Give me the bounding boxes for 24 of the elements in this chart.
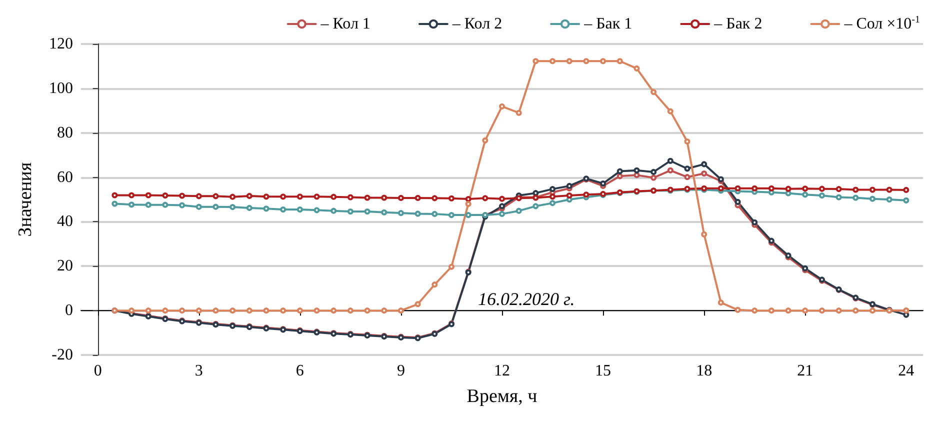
y-tick-label: 120 bbox=[49, 36, 73, 52]
legend-label: – Бак 1 bbox=[583, 16, 632, 32]
x-tick-label: 24 bbox=[898, 362, 914, 380]
legend-label: – Кол 1 bbox=[320, 16, 370, 32]
x-tick-label: 0 bbox=[94, 362, 102, 380]
x-tick-label: 21 bbox=[797, 362, 814, 380]
y-tick-label: 80 bbox=[57, 124, 73, 142]
x-tick-label: 15 bbox=[595, 362, 612, 380]
x-tick-label: 18 bbox=[696, 362, 712, 380]
y-tick-label: 100 bbox=[49, 80, 73, 97]
legend-label: – Бак 2 bbox=[713, 16, 762, 32]
y-tick-label: 40 bbox=[57, 213, 73, 230]
y-axis-title: Значения bbox=[15, 162, 36, 237]
x-tick-label: 12 bbox=[494, 362, 510, 380]
y-tick-label: 20 bbox=[57, 258, 73, 275]
annotation: 16.02.2020 г. bbox=[478, 289, 575, 309]
y-tick-label: 60 bbox=[57, 168, 73, 186]
y-tick-label: 0 bbox=[65, 302, 73, 320]
y-tick-label: -20 bbox=[52, 346, 73, 364]
legend-label: – Кол 2 bbox=[451, 16, 502, 32]
x-axis-title: Время, ч bbox=[466, 386, 538, 407]
x-tick-label: 9 bbox=[396, 362, 405, 380]
x-tick-label: 6 bbox=[296, 362, 304, 380]
x-tick-label: 3 bbox=[194, 362, 203, 380]
